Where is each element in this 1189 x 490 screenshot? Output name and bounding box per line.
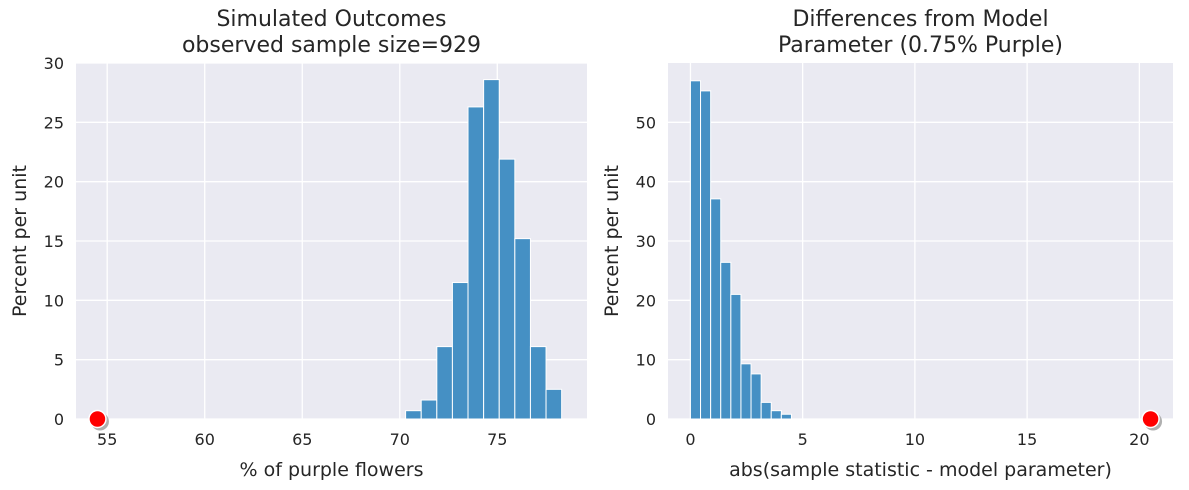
y-tick-label: 40 — [636, 173, 656, 192]
x-tick-label: 15 — [1017, 430, 1037, 449]
x-tick-label: 0 — [685, 430, 695, 449]
y-tick-label: 20 — [44, 173, 64, 192]
histogram-bar — [483, 79, 500, 420]
y-tick-label: 30 — [636, 232, 656, 251]
x-tick-label: 5 — [798, 430, 808, 449]
observed-point — [88, 409, 107, 429]
x-axis-label: abs(sample statistic - model parameter) — [729, 459, 1112, 481]
histogram-bar — [740, 363, 752, 420]
histogram-bar — [700, 90, 712, 420]
histogram-bar — [730, 293, 742, 420]
chart-title: Simulated Outcomes observed sample size=9… — [182, 7, 481, 58]
y-tick-label: 10 — [44, 291, 64, 310]
chart-title: Differences from Model Parameter (0.75% P… — [778, 7, 1063, 58]
y-tick-label: 10 — [636, 351, 656, 370]
histogram-bar — [467, 106, 485, 420]
histogram-bar — [420, 399, 438, 420]
histogram-bar — [780, 413, 792, 420]
x-tick-label: 10 — [905, 430, 925, 449]
y-tick-label: 15 — [44, 232, 64, 251]
x-tick-label: 70 — [390, 430, 410, 449]
observed-point — [1141, 409, 1160, 429]
x-axis-label: % of purple flowers — [240, 459, 424, 481]
histogram-bar — [750, 373, 762, 420]
histogram-bar — [720, 261, 732, 420]
y-axis-label: Percent per unit — [9, 165, 31, 317]
chart-simulated-outcomes: 55 60 65 70 75 0 5 10 15 20 25 30 Simulated Outcomes… — [9, 7, 587, 481]
y-tick-label: 0 — [646, 410, 656, 429]
histogram-bar — [451, 282, 469, 420]
x-tick-label: 65 — [292, 430, 312, 449]
x-tick-label: 55 — [97, 430, 117, 449]
histogram-bar — [545, 388, 563, 420]
y-tick-label: 50 — [636, 113, 656, 132]
histogram-bar — [689, 80, 702, 420]
y-tick-label: 5 — [54, 351, 64, 370]
y-tick-label: 30 — [44, 54, 64, 73]
histogram-bar — [436, 346, 453, 420]
y-axis-label: Percent per unit — [601, 165, 623, 317]
histogram-bar — [710, 198, 722, 420]
histogram-bar — [760, 401, 772, 420]
y-tick-label: 20 — [636, 291, 656, 310]
y-tick-label: 25 — [44, 113, 64, 132]
histogram-bar — [514, 238, 531, 420]
x-tick-label: 60 — [195, 430, 215, 449]
y-tick-label: 0 — [54, 410, 64, 429]
x-tick-label: 75 — [487, 430, 507, 449]
histogram-bar — [529, 346, 547, 420]
x-tick-label: 20 — [1129, 430, 1149, 449]
chart-differences-from-model: 0 5 10 15 20 0 10 20 30 40 50 Differences from Mode… — [601, 7, 1173, 481]
histogram-bar — [770, 410, 782, 420]
histogram-bar — [405, 410, 422, 420]
histogram-bar — [498, 158, 516, 420]
